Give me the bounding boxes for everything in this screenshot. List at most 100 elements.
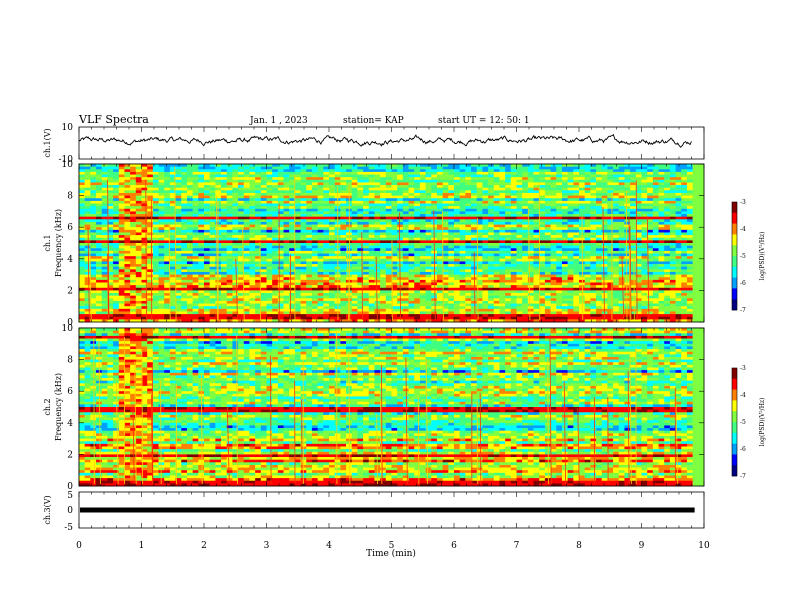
spectrogram-cell <box>476 316 483 320</box>
spectrogram-cell <box>135 187 142 191</box>
spectrogram-cell <box>380 177 387 181</box>
spectrogram-cell <box>454 227 461 231</box>
spectrogram-cell <box>527 190 534 194</box>
spectrogram-cell <box>402 240 409 244</box>
spectrogram-cell <box>79 319 86 323</box>
spectrogram-cell <box>488 200 495 204</box>
spectrogram-cell <box>300 169 307 173</box>
spectrogram-cell <box>329 229 336 233</box>
spectrogram-cell <box>147 219 154 223</box>
spectrogram-cell <box>391 198 398 202</box>
spectrogram-cell <box>340 256 347 260</box>
spectrogram-cell <box>249 300 256 304</box>
spectrogram-cell <box>499 203 506 207</box>
spectrogram-cell <box>124 224 131 228</box>
spectrogram-cell <box>164 290 171 294</box>
spectrogram-cell <box>363 269 370 273</box>
spectrogram-cell <box>419 192 426 196</box>
spectrogram-cell <box>442 266 449 270</box>
spectrogram-cell <box>436 290 444 294</box>
spectrogram-cell <box>135 298 142 302</box>
spectrogram-cell <box>499 192 506 196</box>
spectrogram-cell <box>363 224 370 228</box>
spectrogram-cell <box>442 208 449 212</box>
spectrogram-cell <box>329 224 336 228</box>
spectrogram-cell <box>238 179 245 183</box>
spectrogram-cell <box>442 192 449 196</box>
spectrogram-cell <box>363 293 370 297</box>
spectrogram-cell <box>488 274 495 278</box>
spectrogram-cell <box>90 306 97 310</box>
spectrogram-cell <box>113 298 120 302</box>
spectrogram-cell <box>84 271 91 275</box>
spectrogram-cell <box>79 290 86 294</box>
spectrogram-cell <box>113 216 120 220</box>
spectrogram-cell <box>130 237 137 241</box>
spectrogram-cell <box>84 190 91 194</box>
spectrogram-cell <box>436 314 444 318</box>
spectrogram-cell <box>527 214 534 218</box>
spectrogram-cell <box>272 164 279 168</box>
spectrogram-cell <box>471 235 478 239</box>
spectrogram-cell <box>255 211 262 215</box>
spectrogram-cell <box>311 287 319 291</box>
spectrogram-cell <box>147 174 154 178</box>
spectrogram-cell <box>135 166 142 170</box>
spectrogram-cell <box>186 235 194 239</box>
spectrogram-cell <box>533 192 540 196</box>
spectrogram-cell <box>209 227 216 231</box>
spectrogram-cell <box>255 235 262 239</box>
spectrogram-cell <box>181 229 188 233</box>
spectrogram-cell <box>209 171 216 175</box>
spectrogram-cell <box>124 266 131 270</box>
spectrogram-cell <box>442 182 449 186</box>
spectrogram-cell <box>505 248 512 252</box>
spectrogram-cell <box>249 258 256 262</box>
spectrogram-cell <box>368 179 375 183</box>
spectrogram-cell <box>260 248 267 252</box>
spectrogram-cell <box>533 295 540 299</box>
spectrogram-cell <box>147 256 154 260</box>
spectrogram-cell <box>363 166 370 170</box>
ch1-ylabel: ch.1(V) <box>43 128 52 157</box>
spectrogram-cell <box>96 179 103 183</box>
spectrogram-cell <box>277 237 284 241</box>
spectrogram-cell <box>442 190 449 194</box>
spectrogram-cell <box>101 192 108 196</box>
spectrogram-cell <box>539 190 546 194</box>
spectrogram-cell <box>124 261 131 265</box>
spectrogram-cell <box>158 240 165 244</box>
spectrogram-cell <box>351 187 358 191</box>
spectrogram-cell <box>363 187 370 191</box>
spectrogram-cell <box>539 206 546 210</box>
spectrogram-cell <box>425 279 432 283</box>
spectrogram-cell <box>249 279 256 283</box>
spectrogram-cell <box>363 221 370 225</box>
spectrogram-cell <box>351 206 358 210</box>
spectrogram-cell <box>516 171 523 175</box>
spectrogram-cell <box>448 169 455 173</box>
spectrogram-cell <box>419 279 426 283</box>
spectrogram-cell <box>204 287 211 291</box>
spectrogram-cell <box>141 256 148 260</box>
spectrogram-cell <box>459 187 466 191</box>
spectrogram-cell <box>311 282 319 286</box>
spectrogram-cell <box>334 174 341 178</box>
spectrogram-cell <box>158 293 165 297</box>
spectrogram-cell <box>465 224 472 228</box>
spectrogram-cell <box>425 306 432 310</box>
spectrogram-cell <box>232 192 239 196</box>
spectrogram-cell <box>181 295 188 299</box>
spectrogram-cell <box>243 250 250 254</box>
spectrogram-cell <box>402 256 409 260</box>
spectrogram-cell <box>175 279 182 283</box>
spectrogram-cell <box>351 200 358 204</box>
spectrogram-cell <box>539 219 546 223</box>
spectrogram-cell <box>436 261 444 265</box>
spectrogram-cell <box>533 293 540 297</box>
spectrogram-cell <box>226 240 233 244</box>
spectrogram-cell <box>351 261 358 265</box>
spectrogram-cell <box>113 295 120 299</box>
spectrogram-cell <box>204 311 211 315</box>
